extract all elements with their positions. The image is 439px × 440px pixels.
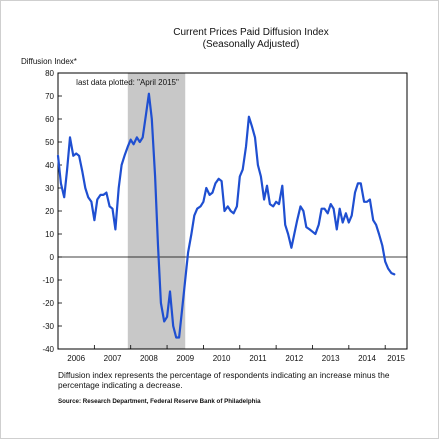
y-tick-label: 20 bbox=[45, 207, 54, 216]
y-tick-label: 40 bbox=[45, 161, 54, 170]
chart-title: Current Prices Paid Diffusion Index bbox=[173, 27, 329, 38]
plot-border bbox=[57, 72, 408, 350]
chart-source: Source: Research Department, Federal Res… bbox=[58, 398, 261, 405]
x-tick-label: 2008 bbox=[140, 354, 158, 363]
chart-subtitle: (Seasonally Adjusted) bbox=[202, 39, 300, 50]
y-tick-label: 30 bbox=[45, 184, 54, 193]
y-tick-label: 80 bbox=[45, 69, 54, 78]
x-tick-label: 2012 bbox=[285, 354, 303, 363]
y-tick-label: 10 bbox=[45, 230, 54, 239]
x-tick-label: 2014 bbox=[358, 354, 376, 363]
x-tick-label: 2010 bbox=[213, 354, 231, 363]
x-tick-label: 2015 bbox=[387, 354, 405, 363]
chart-annotation: last data plotted: "April 2015" bbox=[76, 78, 179, 87]
y-tick-label: 50 bbox=[45, 138, 54, 147]
y-tick-label: -40 bbox=[42, 345, 54, 354]
y-tick-label: 60 bbox=[45, 115, 54, 124]
x-tick-label: 2013 bbox=[322, 354, 340, 363]
chart-title-block: Current Prices Paid Diffusion Index (Sea… bbox=[121, 27, 381, 51]
y-tick-label: 70 bbox=[45, 92, 54, 101]
y-axis-label: Diffusion Index* bbox=[21, 57, 77, 66]
series-line bbox=[56, 92, 396, 339]
chart-footnote: Diffusion index represents the percentag… bbox=[58, 370, 390, 390]
y-tick-label: -10 bbox=[42, 276, 54, 285]
x-tick-label: 2006 bbox=[67, 354, 85, 363]
x-tick-label: 2007 bbox=[104, 354, 122, 363]
y-tick-label: 0 bbox=[50, 253, 55, 262]
y-tick-label: -30 bbox=[42, 322, 54, 331]
y-tick-label: -20 bbox=[42, 299, 54, 308]
x-tick-label: 2009 bbox=[176, 354, 194, 363]
x-tick-label: 2011 bbox=[249, 354, 267, 363]
